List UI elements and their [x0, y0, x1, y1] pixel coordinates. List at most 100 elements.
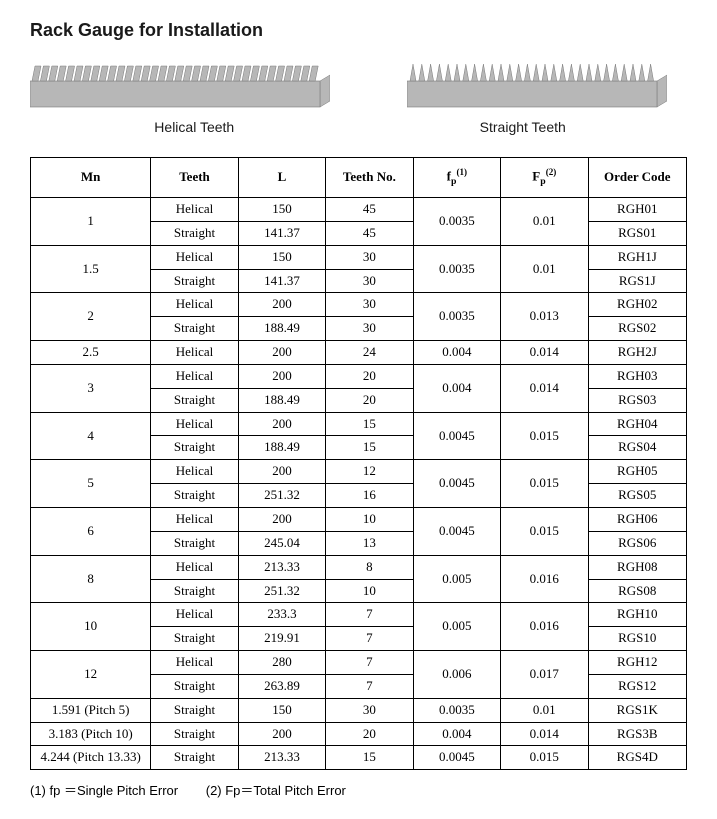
cell-L: 263.89: [238, 674, 325, 698]
cell-order-code: RGH04: [588, 412, 686, 436]
table-row: 1Helical150450.00350.01RGH01: [31, 198, 687, 222]
table-row: 2Helical200300.00350.013RGH02: [31, 293, 687, 317]
table-body: 1Helical150450.00350.01RGH01Straight141.…: [31, 198, 687, 770]
cell-tn: 24: [326, 341, 413, 365]
cell-teeth: Straight: [151, 317, 238, 341]
cell-L: 251.32: [238, 579, 325, 603]
cell-tn: 30: [326, 245, 413, 269]
cell-fp: 0.005: [413, 603, 500, 651]
cell-Fp: 0.01: [501, 245, 588, 293]
cell-teeth: Straight: [151, 221, 238, 245]
cell-order-code: RGS1J: [588, 269, 686, 293]
cell-Fp: 0.01: [501, 698, 588, 722]
cell-teeth: Helical: [151, 460, 238, 484]
cell-teeth: Helical: [151, 198, 238, 222]
cell-fp: 0.0045: [413, 508, 500, 556]
cell-order-code: RGS4D: [588, 746, 686, 770]
cell-Fp: 0.014: [501, 341, 588, 365]
cell-teeth: Helical: [151, 651, 238, 675]
cell-fp: 0.0035: [413, 698, 500, 722]
cell-order-code: RGH03: [588, 364, 686, 388]
table-row: 10Helical233.370.0050.016RGH10: [31, 603, 687, 627]
cell-teeth: Straight: [151, 388, 238, 412]
cell-order-code: RGS08: [588, 579, 686, 603]
cell-order-code: RGH12: [588, 651, 686, 675]
cell-Fp: 0.016: [501, 555, 588, 603]
rack-images-row: [30, 61, 687, 111]
col-order-code: Order Code: [588, 158, 686, 198]
footnote-1: (1) fp ＝Single Pitch Error: [30, 783, 178, 798]
cell-teeth: Helical: [151, 508, 238, 532]
cell-mn: 1.5: [31, 245, 151, 293]
cell-teeth: Helical: [151, 364, 238, 388]
cell-order-code: RGS03: [588, 388, 686, 412]
cell-teeth: Straight: [151, 722, 238, 746]
table-row: 4Helical200150.00450.015RGH04: [31, 412, 687, 436]
cell-mn: 4.244 (Pitch 13.33): [31, 746, 151, 770]
table-row: 3Helical200200.0040.014RGH03: [31, 364, 687, 388]
cell-tn: 15: [326, 412, 413, 436]
cell-L: 141.37: [238, 221, 325, 245]
cell-fp: 0.006: [413, 651, 500, 699]
cell-mn: 1.591 (Pitch 5): [31, 698, 151, 722]
cell-mn: 4: [31, 412, 151, 460]
col-l: L: [238, 158, 325, 198]
cell-mn: 12: [31, 651, 151, 699]
cell-tn: 30: [326, 698, 413, 722]
cell-teeth: Helical: [151, 555, 238, 579]
cell-order-code: RGS01: [588, 221, 686, 245]
cell-tn: 30: [326, 317, 413, 341]
cell-teeth: Helical: [151, 341, 238, 365]
page-title: Rack Gauge for Installation: [30, 20, 687, 41]
cell-fp: 0.0035: [413, 245, 500, 293]
cell-tn: 20: [326, 722, 413, 746]
cell-tn: 7: [326, 627, 413, 651]
cell-Fp: 0.015: [501, 460, 588, 508]
col-teeth-no: Teeth No.: [326, 158, 413, 198]
cell-tn: 7: [326, 651, 413, 675]
straight-rack-illustration: [407, 61, 667, 111]
cell-teeth: Straight: [151, 269, 238, 293]
col-fp-small: fp(1): [413, 158, 500, 198]
cell-mn: 2: [31, 293, 151, 341]
cell-order-code: RGS10: [588, 627, 686, 651]
table-row: 4.244 (Pitch 13.33)Straight213.33150.004…: [31, 746, 687, 770]
cell-tn: 45: [326, 198, 413, 222]
table-header-row: Mn Teeth L Teeth No. fp(1) Fp(2) Order C…: [31, 158, 687, 198]
cell-tn: 30: [326, 269, 413, 293]
cell-L: 188.49: [238, 388, 325, 412]
cell-teeth: Straight: [151, 531, 238, 555]
table-row: 8Helical213.3380.0050.016RGH08: [31, 555, 687, 579]
cell-L: 200: [238, 508, 325, 532]
cell-teeth: Straight: [151, 746, 238, 770]
cell-Fp: 0.015: [501, 412, 588, 460]
cell-mn: 5: [31, 460, 151, 508]
cell-order-code: RGH02: [588, 293, 686, 317]
cell-mn: 2.5: [31, 341, 151, 365]
table-row: 3.183 (Pitch 10)Straight200200.0040.014R…: [31, 722, 687, 746]
cell-teeth: Straight: [151, 627, 238, 651]
cell-tn: 45: [326, 221, 413, 245]
cell-L: 251.32: [238, 484, 325, 508]
cell-tn: 7: [326, 603, 413, 627]
cell-Fp: 0.013: [501, 293, 588, 341]
table-row: 5Helical200120.00450.015RGH05: [31, 460, 687, 484]
cell-order-code: RGS1K: [588, 698, 686, 722]
cell-order-code: RGH01: [588, 198, 686, 222]
cell-tn: 15: [326, 436, 413, 460]
cell-teeth: Straight: [151, 484, 238, 508]
cell-order-code: RGS12: [588, 674, 686, 698]
cell-order-code: RGH2J: [588, 341, 686, 365]
footnotes: (1) fp ＝Single Pitch Error (2) Fp＝Total …: [30, 780, 687, 799]
cell-L: 150: [238, 245, 325, 269]
table-row: 6Helical200100.00450.015RGH06: [31, 508, 687, 532]
cell-order-code: RGH05: [588, 460, 686, 484]
cell-L: 150: [238, 198, 325, 222]
cell-order-code: RGS02: [588, 317, 686, 341]
col-teeth: Teeth: [151, 158, 238, 198]
cell-tn: 15: [326, 746, 413, 770]
cell-teeth: Helical: [151, 293, 238, 317]
cell-order-code: RGS04: [588, 436, 686, 460]
caption-row: Helical Teeth Straight Teeth: [30, 119, 687, 135]
cell-order-code: RGH08: [588, 555, 686, 579]
